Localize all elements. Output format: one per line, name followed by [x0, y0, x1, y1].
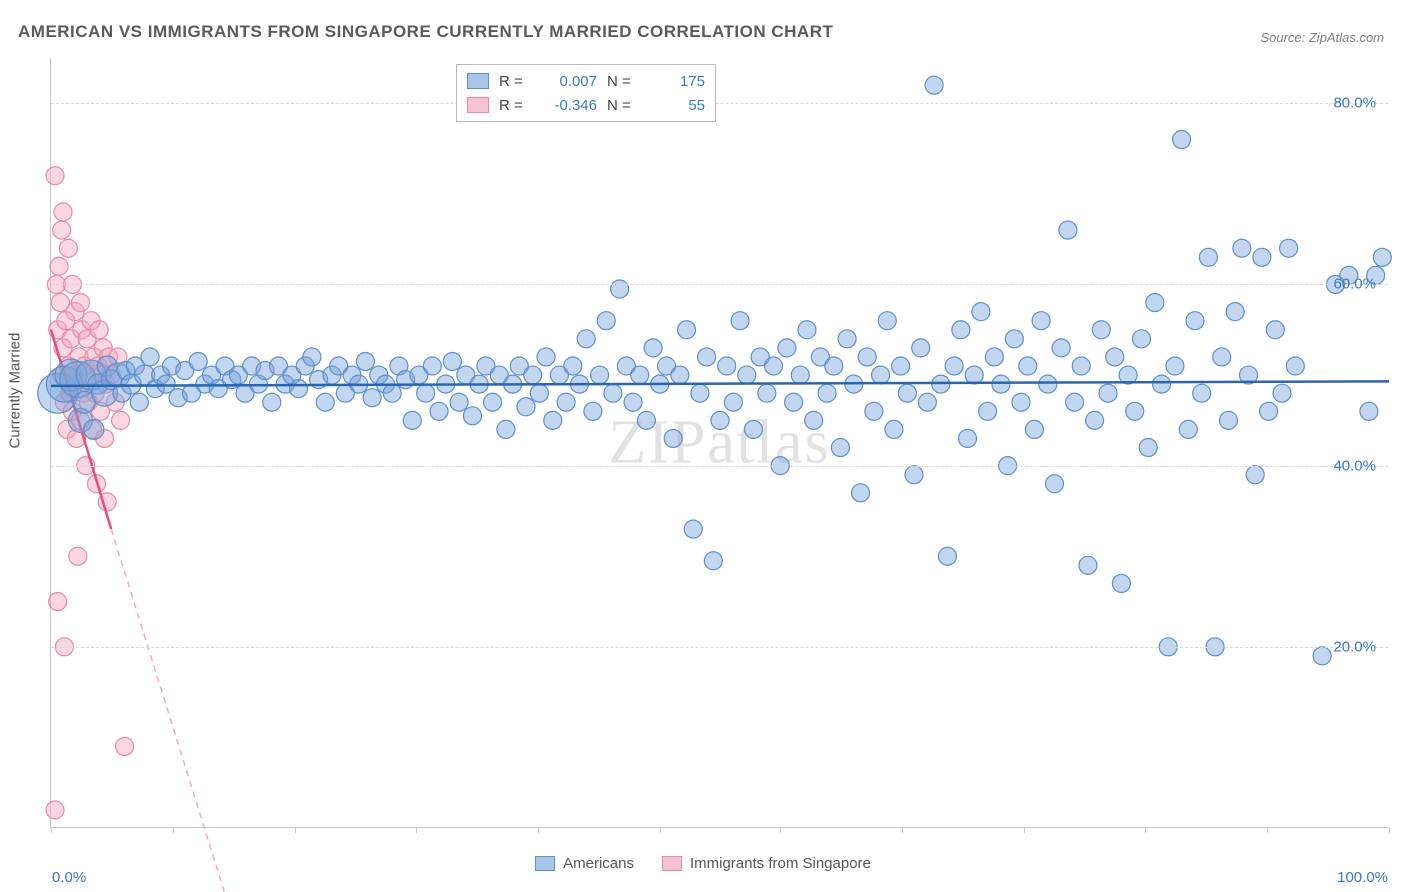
swatch-american: [535, 856, 555, 871]
legend-row-american: R = 0.007 N = 175: [467, 69, 705, 93]
y-axis-title: Currently Married: [7, 333, 24, 449]
r-label: R =: [499, 73, 527, 90]
y-tick-label: 40.0%: [1333, 457, 1376, 474]
legend-row-singapore: R = -0.346 N = 55: [467, 93, 705, 117]
r-value-singapore: -0.346: [537, 97, 597, 114]
gridline: [51, 103, 1388, 104]
y-tick-label: 60.0%: [1333, 276, 1376, 293]
x-tick: [780, 827, 781, 833]
legend-item-american: Americans: [535, 855, 634, 872]
r-label: R =: [499, 97, 527, 114]
y-tick-label: 20.0%: [1333, 638, 1376, 655]
x-tick: [295, 827, 296, 833]
gridline: [51, 284, 1388, 285]
x-tick: [1145, 827, 1146, 833]
n-label: N =: [607, 97, 635, 114]
x-tick: [416, 827, 417, 833]
x-tick: [51, 827, 52, 833]
n-value-singapore: 55: [645, 97, 705, 114]
plot-area: ZIPatlas 20.0%40.0%60.0%80.0%: [50, 58, 1388, 828]
correlation-legend: R = 0.007 N = 175 R = -0.346 N = 55: [456, 64, 716, 122]
swatch-american: [467, 73, 489, 89]
r-value-american: 0.007: [537, 73, 597, 90]
x-tick: [173, 827, 174, 833]
x-tick-label-min: 0.0%: [52, 869, 86, 886]
series-legend: Americans Immigrants from Singapore: [0, 855, 1406, 872]
source-attribution: Source: ZipAtlas.com: [1260, 30, 1384, 45]
x-tick-label-max: 100.0%: [1337, 869, 1388, 886]
x-tick: [1024, 827, 1025, 833]
chart-title: AMERICAN VS IMMIGRANTS FROM SINGAPORE CU…: [18, 22, 833, 42]
legend-label-american: Americans: [563, 855, 634, 872]
x-tick: [902, 827, 903, 833]
x-tick: [1267, 827, 1268, 833]
swatch-singapore: [662, 856, 682, 871]
x-tick: [660, 827, 661, 833]
chart-svg: [51, 58, 1388, 827]
x-tick: [1389, 827, 1390, 833]
y-tick-label: 80.0%: [1333, 95, 1376, 112]
n-value-american: 175: [645, 73, 705, 90]
gridline: [51, 647, 1388, 648]
n-label: N =: [607, 73, 635, 90]
swatch-singapore: [467, 97, 489, 113]
legend-item-singapore: Immigrants from Singapore: [662, 855, 871, 872]
legend-label-singapore: Immigrants from Singapore: [690, 855, 871, 872]
gridline: [51, 466, 1388, 467]
x-tick: [538, 827, 539, 833]
